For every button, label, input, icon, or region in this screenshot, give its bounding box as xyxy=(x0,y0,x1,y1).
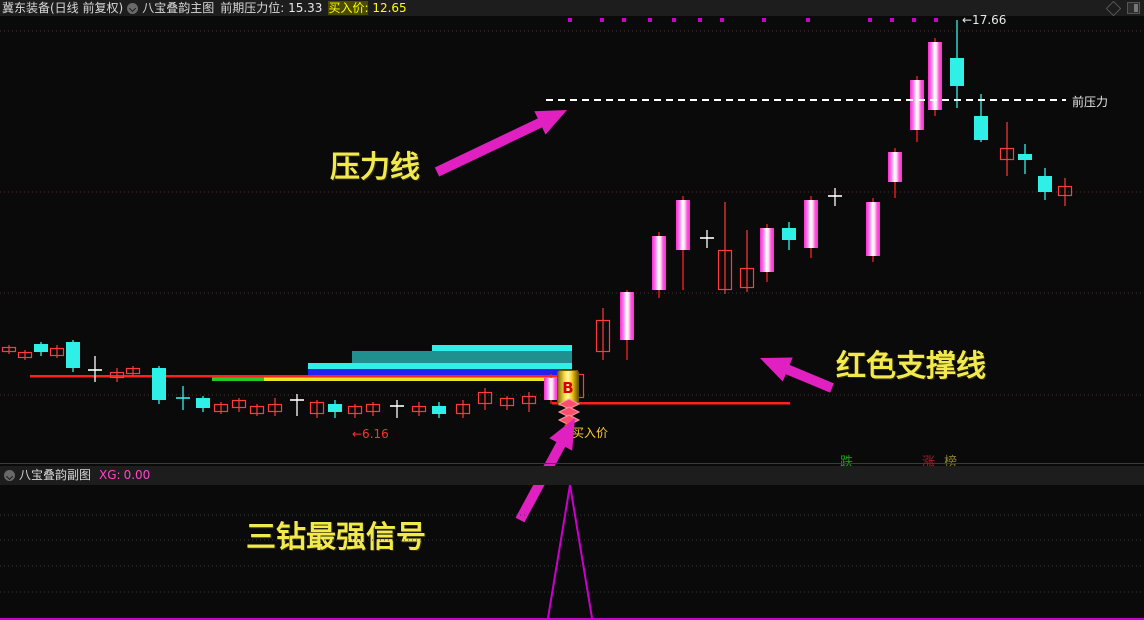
signal-dot xyxy=(890,18,894,22)
signal-dot xyxy=(600,18,604,22)
candle xyxy=(347,404,363,418)
xg-label: XG: xyxy=(99,468,121,482)
three-diamond-signal-icon xyxy=(557,398,581,434)
candle xyxy=(290,394,304,416)
high-price-tag: ←17.66 xyxy=(962,13,1007,27)
candle xyxy=(1057,178,1073,206)
buy-price-caret: ↑ xyxy=(562,421,573,435)
buy-readout: 买入价: 12.65 xyxy=(328,0,407,16)
candle xyxy=(866,198,880,262)
signal-dot xyxy=(806,18,810,22)
sub-indicator-chart xyxy=(0,485,1144,620)
candle xyxy=(888,148,902,198)
candle xyxy=(717,202,733,294)
window-icon[interactable] xyxy=(1127,2,1140,14)
candle xyxy=(328,400,342,418)
resistance-annotation: 压力线 xyxy=(330,150,420,185)
candle xyxy=(309,400,325,418)
candle xyxy=(521,392,537,412)
buy-label: 买入价: xyxy=(328,1,369,15)
candle xyxy=(620,290,634,360)
signal-dot xyxy=(934,18,938,22)
resistance-line-label: 前压力 xyxy=(1072,95,1109,109)
candle xyxy=(196,396,210,412)
candle xyxy=(17,350,33,360)
candle xyxy=(652,232,666,298)
signal-dot xyxy=(762,18,766,22)
candle xyxy=(1,345,17,354)
buy-price-text: 买入价 xyxy=(572,426,609,440)
signal-dot xyxy=(720,18,724,22)
candle xyxy=(1038,168,1052,200)
candlestick-chart xyxy=(0,18,1144,418)
sub-chart-panel[interactable] xyxy=(0,485,1144,620)
candle xyxy=(499,396,515,410)
resistance-readout: 前期压力位: 15.33 xyxy=(220,0,322,16)
candle xyxy=(974,94,988,142)
titlebar-icons xyxy=(1105,0,1140,16)
candle xyxy=(760,224,774,282)
sub-indicator-name: 八宝叠韵副图 xyxy=(19,468,92,482)
sub-chevron-down-circle-icon[interactable] xyxy=(4,470,15,481)
chevron-down-circle-icon[interactable] xyxy=(127,2,139,14)
candle xyxy=(595,308,611,360)
candle xyxy=(432,402,446,418)
buy-value: 12.65 xyxy=(372,1,407,15)
candle xyxy=(676,196,690,290)
low-price-tag: ←6.16 xyxy=(352,427,389,441)
candle xyxy=(910,76,924,142)
candle xyxy=(125,366,141,376)
diamond-icon[interactable] xyxy=(1105,0,1122,16)
candle xyxy=(66,340,80,372)
candle xyxy=(411,402,427,416)
resistance-label: 前期压力位: xyxy=(220,1,285,15)
signal-dot xyxy=(698,18,702,22)
title-bar: 冀东装备(日线 前复权) 八宝叠韵主图 前期压力位: 15.33 买入价: 12… xyxy=(0,0,1144,16)
candle xyxy=(782,222,796,250)
candle xyxy=(477,388,493,410)
candle xyxy=(700,230,714,248)
buy-signal-marker[interactable]: B xyxy=(557,370,579,406)
candle xyxy=(928,38,942,116)
resistance-value: 15.33 xyxy=(288,1,323,15)
candle xyxy=(109,368,125,382)
candle xyxy=(213,402,229,414)
candle xyxy=(49,345,65,358)
candle xyxy=(231,398,247,412)
candle xyxy=(152,366,166,404)
indicator-name-label: 八宝叠韵主图 xyxy=(142,1,215,15)
signal-dot xyxy=(672,18,676,22)
candle xyxy=(249,404,265,416)
signal-dot xyxy=(648,18,652,22)
candle xyxy=(267,398,283,416)
candle xyxy=(739,230,755,292)
candle xyxy=(365,402,381,416)
panel-divider xyxy=(0,463,1144,464)
main-chart-panel[interactable] xyxy=(0,16,1144,463)
signal-dot xyxy=(622,18,626,22)
candle xyxy=(828,188,842,206)
candle xyxy=(804,196,818,258)
xg-value: 0.00 xyxy=(123,468,151,482)
signal-annotation: 三钻最强信号 xyxy=(246,520,426,555)
signal-dot xyxy=(912,18,916,22)
candle xyxy=(176,386,190,410)
candle xyxy=(999,122,1015,176)
candle xyxy=(390,400,404,418)
candle xyxy=(544,374,558,404)
buy-marker-letter: B xyxy=(562,378,574,397)
candle xyxy=(455,400,471,418)
stock-name-label: 冀东装备(日线 前复权) xyxy=(2,1,124,15)
signal-dot xyxy=(868,18,872,22)
support-annotation: 红色支撑线 xyxy=(836,349,986,384)
signal-dot xyxy=(568,18,572,22)
candle xyxy=(950,20,964,108)
candle xyxy=(34,342,48,356)
sub-panel-title-bar: 八宝叠韵副图 XG: 0.00 xyxy=(0,466,1144,485)
candle xyxy=(88,356,102,382)
candle xyxy=(1018,144,1032,174)
